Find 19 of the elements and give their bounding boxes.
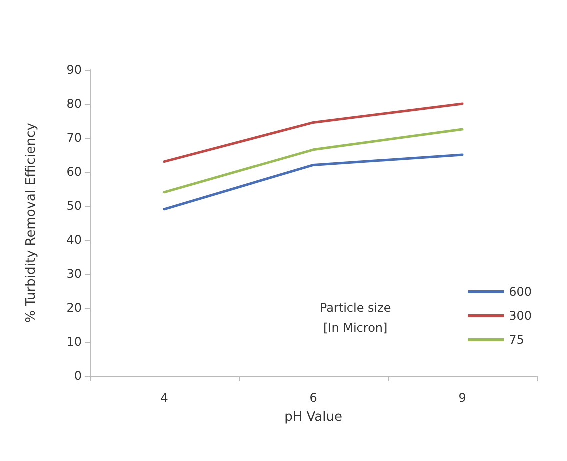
- y-tick-label: 30: [66, 267, 82, 281]
- x-tick-label: 4: [160, 391, 168, 405]
- y-tick-label: 10: [66, 335, 82, 349]
- y-tick-label: 20: [66, 301, 82, 315]
- y-tick-label: 0: [74, 369, 82, 383]
- legend-label: 600: [509, 285, 532, 299]
- y-tick-label: 50: [66, 199, 82, 213]
- y-tick-label: 40: [66, 233, 82, 247]
- x-axis-title: pH Value: [284, 410, 342, 425]
- y-tick-label: 90: [66, 63, 82, 77]
- y-tick-label: 80: [66, 97, 82, 111]
- x-tick-label: 6: [310, 391, 318, 405]
- x-tick-label: 9: [458, 391, 466, 405]
- y-tick-label: 70: [66, 131, 82, 145]
- legend-label: 75: [509, 333, 524, 347]
- legend-title: Particle size [In Micron]: [320, 301, 392, 335]
- legend-label: 300: [509, 309, 532, 323]
- y-tick-label: 60: [66, 165, 82, 179]
- y-axis-title: % Turbidity Removal Efficiency: [24, 122, 39, 323]
